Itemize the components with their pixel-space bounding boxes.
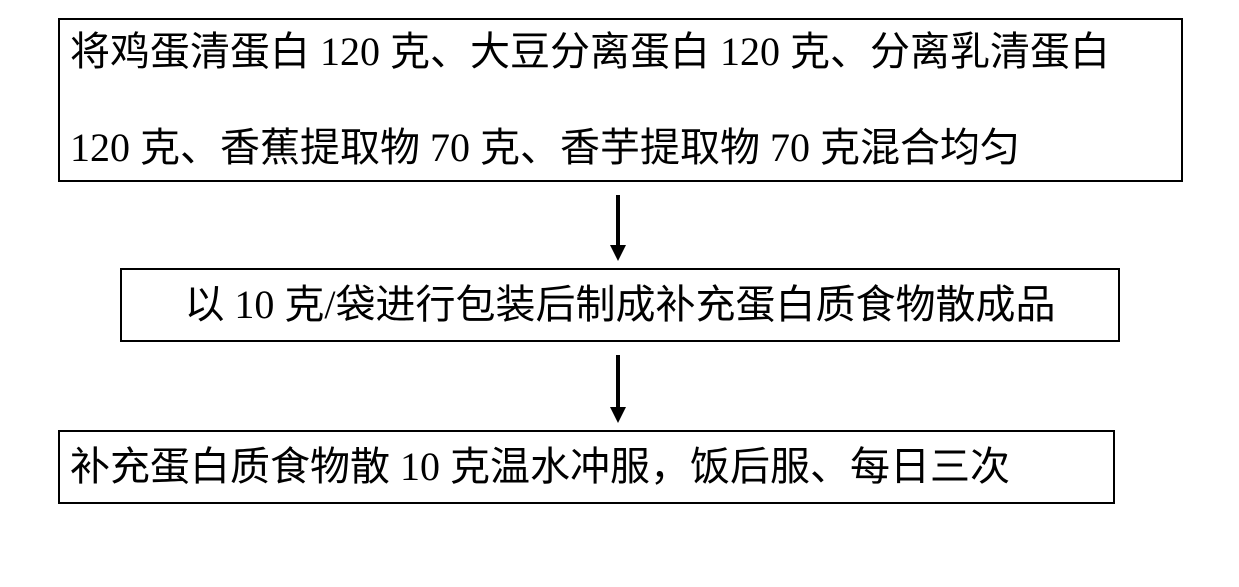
flowchart-node-step1: 将鸡蛋清蛋白 120 克、大豆分离蛋白 120 克、分离乳清蛋白 120 克、香…	[58, 18, 1183, 182]
flowchart-node-step3: 补充蛋白质食物散 10 克温水冲服，饭后服、每日三次	[58, 430, 1115, 504]
flowchart-node-step3-text: 补充蛋白质食物散 10 克温水冲服，饭后服、每日三次	[60, 419, 1113, 515]
flowchart-node-step2-text: 以 10 克/袋进行包装后制成补充蛋白质食物散成品	[122, 257, 1118, 353]
flowchart-node-step2: 以 10 克/袋进行包装后制成补充蛋白质食物散成品	[120, 268, 1120, 342]
flowchart-node-step1-text: 将鸡蛋清蛋白 120 克、大豆分离蛋白 120 克、分离乳清蛋白 120 克、香…	[60, 4, 1181, 196]
flowchart-edge-2-line	[616, 355, 620, 407]
flowchart-edge-1-line	[616, 195, 620, 245]
flowchart-container: 将鸡蛋清蛋白 120 克、大豆分离蛋白 120 克、分离乳清蛋白 120 克、香…	[0, 0, 1239, 587]
